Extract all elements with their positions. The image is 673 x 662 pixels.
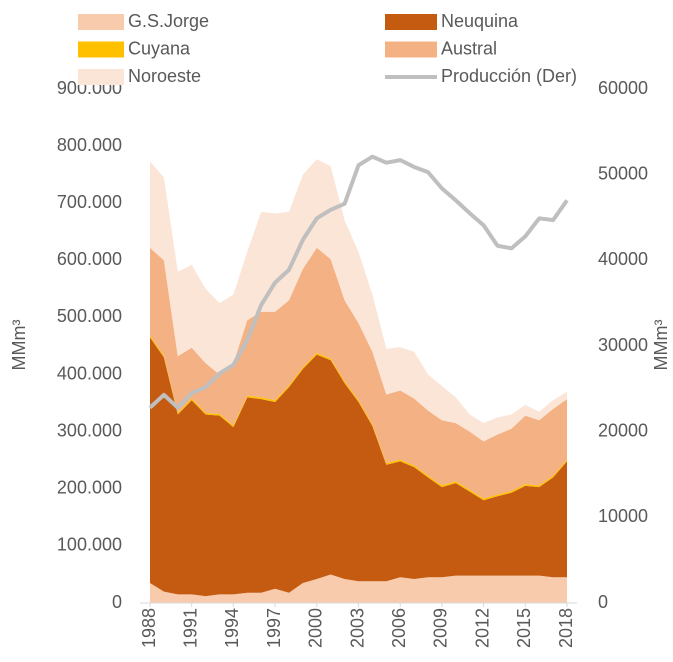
- legend-label: Noroeste: [128, 66, 201, 86]
- area: [150, 247, 567, 499]
- area: [150, 574, 567, 603]
- y2-axis-label: MMm³: [651, 320, 671, 371]
- y2-tick-label: 60000: [598, 78, 648, 98]
- legend-swatch: [385, 41, 437, 58]
- y2-tick-label: 40000: [598, 249, 648, 269]
- x-tick-label: 2003: [347, 608, 367, 648]
- y2-tick-label: 50000: [598, 163, 648, 183]
- y-tick-label: 100.000: [57, 535, 122, 555]
- x-tick-label: 2006: [389, 608, 409, 648]
- y2-tick-label: 0: [598, 592, 608, 612]
- y-tick-label: 700.000: [57, 192, 122, 212]
- y-tick-label: 0: [112, 592, 122, 612]
- x-tick-label: 2018: [556, 608, 576, 648]
- legend-label: Austral: [441, 38, 497, 58]
- y-tick-label: 300.000: [57, 420, 122, 440]
- x-tick-label: 2009: [431, 608, 451, 648]
- y-axis-label: MMm³: [9, 320, 29, 371]
- legend-label: G.S.Jorge: [128, 11, 209, 31]
- y2-tick-label: 30000: [598, 335, 648, 355]
- x-tick-label: 2012: [472, 608, 492, 648]
- line: [148, 154, 569, 410]
- x-tick-label: 1997: [264, 608, 284, 648]
- y2-tick-label: 10000: [598, 506, 648, 526]
- y-tick-label: 500.000: [57, 306, 122, 326]
- x-tick-label: 2000: [306, 608, 326, 648]
- legend-swatch: [385, 14, 437, 30]
- x-tick-label: 2015: [514, 608, 534, 648]
- legend-label: Neuquina: [441, 11, 519, 31]
- y-tick-label: 400.000: [57, 363, 122, 383]
- y2-tick-label: 20000: [598, 420, 648, 440]
- legend-swatch: [78, 69, 124, 85]
- x-tick-label: 1991: [180, 608, 200, 648]
- y-tick-label: 800.000: [57, 135, 122, 155]
- y-tick-label: 200.000: [57, 478, 122, 498]
- legend-label: Cuyana: [128, 38, 191, 58]
- legend-label: Producción (Der): [441, 66, 577, 86]
- legend-swatch: [78, 14, 124, 30]
- legend-swatch: [78, 41, 124, 58]
- area: [150, 337, 567, 597]
- x-tick-label: 1994: [222, 608, 242, 648]
- area: [150, 159, 567, 442]
- y-tick-label: 600.000: [57, 249, 122, 269]
- x-tick-label: 1988: [139, 608, 159, 648]
